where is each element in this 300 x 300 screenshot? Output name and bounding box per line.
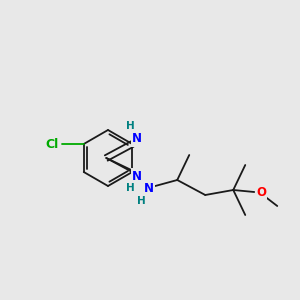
Text: N: N [132, 169, 142, 182]
Text: Cl: Cl [45, 137, 58, 151]
Text: N: N [144, 182, 154, 194]
Text: H: H [137, 196, 146, 206]
Text: O: O [256, 185, 266, 199]
Text: N: N [132, 133, 142, 146]
Text: H: H [126, 121, 135, 131]
Text: H: H [126, 183, 135, 193]
